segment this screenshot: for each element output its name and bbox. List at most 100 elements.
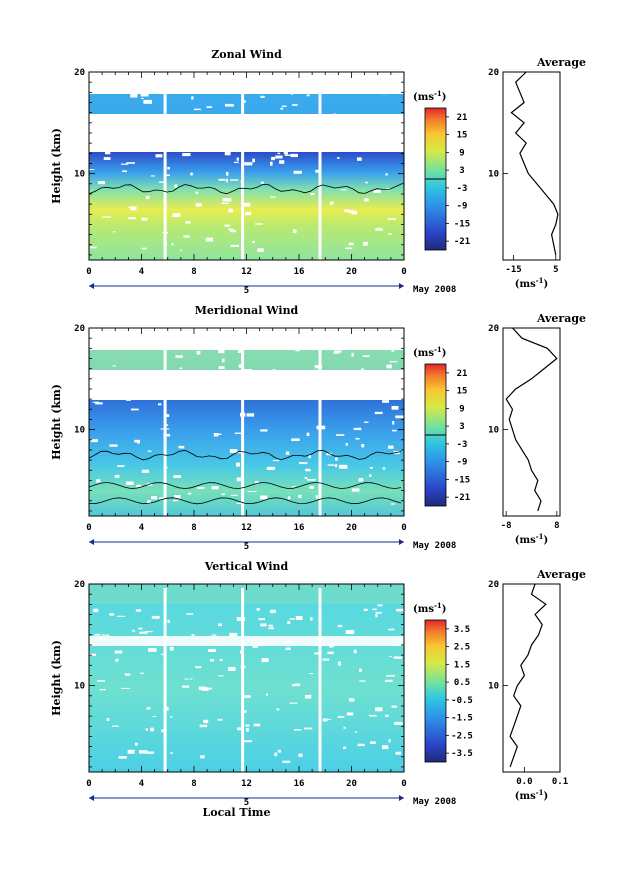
data-gap-speck (363, 421, 369, 423)
data-gap-speck (108, 148, 113, 151)
data-gap-speck (150, 727, 154, 732)
data-gap-speck (382, 92, 387, 95)
data-gap-speck (229, 632, 238, 636)
data-gap-speck (229, 449, 238, 453)
data-gap-speck (291, 93, 294, 95)
data-gap-speck (131, 127, 137, 129)
data-gap-speck (218, 623, 222, 627)
zero-contour (88, 183, 402, 195)
missing-data-region (89, 72, 404, 94)
data-gap-speck (147, 500, 151, 504)
data-gap-speck (333, 351, 339, 354)
data-gap-speck (90, 439, 98, 443)
data-gap-speck (293, 229, 297, 233)
data-gap-speck (340, 189, 347, 191)
data-gap-speck (314, 365, 323, 369)
data-gap-speck (358, 478, 364, 482)
data-gap-speck (180, 249, 183, 251)
day-axis-arrow (399, 283, 404, 289)
data-gap-speck (118, 756, 127, 759)
data-gap-speck (277, 749, 281, 753)
data-gap-speck (315, 495, 318, 499)
data-gap-speck (369, 379, 378, 383)
data-gap-speck (208, 648, 216, 652)
data-gap-speck (349, 698, 355, 702)
data-gap-speck (222, 197, 232, 202)
data-gap-speck (264, 376, 272, 379)
data-gap-speck (369, 474, 372, 477)
data-gap-speck (242, 203, 251, 207)
data-gap-speck (236, 502, 246, 505)
profile-x-tick-label: 8 (554, 521, 559, 531)
data-gap-speck (211, 136, 214, 140)
data-gap-speck (314, 652, 319, 655)
data-gap-speck (315, 169, 319, 173)
data-gap-speck (270, 161, 273, 166)
data-gap-speck (221, 202, 229, 204)
data-gap-speck (392, 429, 397, 432)
data-gap-speck (386, 675, 395, 677)
data-gap-speck (214, 127, 219, 129)
data-gap-speck (210, 659, 215, 662)
profile-frame (502, 71, 561, 261)
data-gap-speck (319, 375, 326, 377)
data-gap-speck (242, 695, 251, 698)
data-gap-speck (389, 361, 398, 363)
data-gap-speck (385, 679, 393, 682)
missing-profile-gap (318, 588, 322, 772)
y-axis-label: Height (km) (50, 384, 63, 460)
data-gap-speck (271, 156, 276, 161)
zero-contour (88, 482, 402, 489)
data-gap-speck (174, 495, 181, 499)
data-gap-speck (126, 162, 135, 164)
data-gap-speck (305, 694, 312, 699)
data-gap-speck (375, 611, 382, 614)
data-gap-speck (375, 227, 383, 231)
data-gap-speck (306, 432, 310, 436)
data-gap-speck (237, 727, 242, 731)
data-gap-speck (102, 216, 112, 218)
data-gap-speck (150, 175, 155, 177)
data-gap-speck (315, 373, 319, 377)
data-gap-speck (135, 609, 142, 612)
data-gap-speck (127, 749, 135, 754)
data-gap-speck (262, 138, 271, 142)
data-gap-speck (212, 390, 219, 392)
data-gap-speck (161, 653, 165, 655)
data-gap-speck (186, 613, 194, 615)
data-gap-speck (393, 656, 402, 659)
data-gap-speck (208, 131, 214, 136)
data-gap-speck (218, 366, 225, 370)
data-gap-speck (132, 394, 139, 398)
missing-profile-gap (318, 76, 322, 260)
data-gap-speck (228, 228, 234, 230)
data-gap-speck (155, 154, 163, 158)
data-gap-speck (392, 421, 395, 425)
data-gap-speck (111, 725, 119, 727)
data-gap-speck (326, 719, 331, 720)
data-gap-speck (331, 392, 339, 396)
data-gap-speck (280, 370, 283, 373)
data-gap-speck (382, 140, 391, 143)
average-title: Average (536, 312, 586, 325)
data-gap-speck (180, 380, 183, 384)
data-gap-speck (194, 108, 201, 111)
data-gap-speck (141, 247, 147, 250)
upper-data-band (89, 584, 404, 604)
data-gap-speck (260, 495, 268, 500)
data-gap-speck (382, 745, 389, 750)
data-gap-speck (258, 618, 265, 621)
data-gap-speck (289, 383, 299, 386)
panel-1: Zonal Wind 0 4 8 12 16 20 0 10 20 Height (km) 5 May … (50, 48, 586, 296)
y-tick-label: 10 (74, 170, 85, 180)
colorbar-tick-label: -3 (457, 184, 468, 194)
colorbar-tick-label: -9 (457, 458, 468, 468)
data-gap-speck (230, 179, 239, 181)
y-tick-label: 10 (74, 426, 85, 436)
date-label: May 2008 (413, 285, 456, 295)
colorbar-tick-label: 9 (459, 404, 464, 414)
data-gap-speck (258, 144, 262, 148)
colorbar-unit: (ms-1) (413, 601, 446, 615)
data-gap-speck (345, 442, 348, 446)
colorbar-tick-label: 9 (459, 148, 464, 158)
